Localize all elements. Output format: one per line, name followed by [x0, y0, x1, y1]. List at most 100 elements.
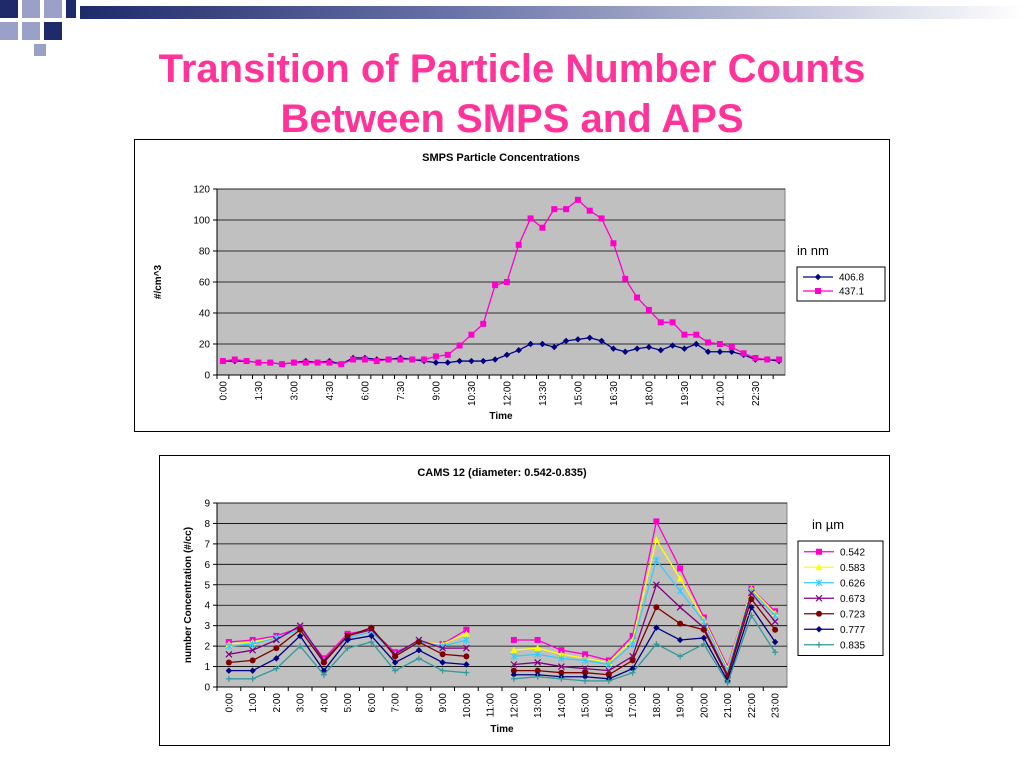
- chart-title: SMPS Particle Concentrations: [422, 152, 580, 164]
- unit-annotation: in nm: [797, 243, 829, 258]
- data-point: [629, 669, 636, 676]
- x-tick-label: 1:30: [254, 381, 265, 401]
- x-tick-label: 0:00: [218, 381, 229, 401]
- data-point: [255, 359, 262, 366]
- data-point: [652, 556, 660, 564]
- data-point: [676, 575, 684, 582]
- legend-marker: [815, 626, 823, 633]
- data-point: [338, 361, 345, 368]
- deco-square: [22, 0, 40, 18]
- x-tick-label: 8:00: [414, 693, 425, 713]
- x-tick-label: 19:00: [676, 693, 687, 718]
- y-axis-label: number Concentration (#/cc): [183, 527, 194, 663]
- data-point: [558, 675, 565, 682]
- data-point: [629, 657, 636, 664]
- y-tick-label: 1: [204, 662, 210, 673]
- data-point: [492, 282, 499, 289]
- data-point: [444, 351, 451, 358]
- data-point: [463, 669, 470, 676]
- slide-title: Transition of Particle Number Counts Bet…: [60, 44, 964, 144]
- data-point: [231, 356, 238, 363]
- slide-title-line2: Between SMPS and APS: [280, 97, 744, 141]
- data-point: [415, 655, 422, 662]
- data-point: [534, 644, 542, 652]
- legend-label: 0.583: [840, 563, 865, 574]
- unit-annotation: in µm: [812, 517, 844, 532]
- data-point: [681, 331, 688, 338]
- x-axis-label: Time: [489, 411, 513, 422]
- data-point: [480, 320, 487, 327]
- data-point: [243, 358, 250, 365]
- data-point: [728, 344, 735, 351]
- data-point: [747, 589, 755, 597]
- data-point: [653, 518, 660, 525]
- x-tick-label: 9:00: [438, 693, 449, 713]
- data-point: [558, 647, 565, 654]
- x-tick-label: 3:00: [289, 381, 300, 401]
- x-tick-label: 1:00: [248, 693, 259, 713]
- series-0.723: [225, 596, 779, 680]
- x-tick-label: 20:00: [699, 693, 710, 718]
- x-tick-label: 2:00: [272, 693, 283, 713]
- x-tick-label: 18:00: [652, 693, 663, 718]
- data-point: [344, 632, 351, 639]
- data-point: [539, 224, 546, 231]
- y-tick-label: 5: [204, 580, 210, 591]
- data-point: [716, 348, 724, 355]
- data-point: [645, 343, 653, 351]
- data-point: [629, 640, 637, 648]
- x-tick-label: 15:00: [573, 381, 584, 406]
- deco-square: [66, 0, 76, 18]
- x-tick-label: 14:00: [557, 693, 568, 718]
- data-point: [700, 641, 707, 648]
- data-point: [409, 356, 416, 363]
- data-point: [581, 673, 589, 680]
- x-tick-label: 12:00: [502, 381, 513, 406]
- data-point: [693, 331, 700, 338]
- data-point: [462, 644, 470, 652]
- data-point: [302, 359, 309, 366]
- data-point: [558, 669, 565, 676]
- deco-square: [44, 0, 62, 18]
- data-point: [527, 215, 534, 222]
- legend: [796, 266, 886, 302]
- data-point: [272, 636, 280, 644]
- data-point: [421, 356, 428, 363]
- x-tick-label: 10:00: [462, 693, 473, 718]
- data-point: [249, 646, 257, 654]
- data-point: [705, 339, 712, 346]
- data-point: [510, 661, 518, 668]
- data-point: [704, 348, 712, 355]
- legend-marker: [816, 610, 822, 617]
- data-point: [551, 206, 558, 213]
- legend-marker: [814, 273, 822, 281]
- legend-marker: [815, 563, 823, 571]
- data-point: [772, 626, 779, 633]
- data-point: [320, 671, 327, 678]
- smps-chart-panel: SMPS Particle Concentrations 0 20 40 60 80 100…: [134, 139, 890, 432]
- cams-chart-panel: CAMS 12 (diameter: 0.542-0.835) 0 1 2 3 4 5 6 7 8…: [159, 455, 890, 746]
- x-tick-label: 21:00: [715, 381, 726, 406]
- y-tick-label: 60: [199, 278, 211, 289]
- data-point: [724, 679, 731, 686]
- series-line: [513, 605, 776, 683]
- y-tick-label: 7: [204, 539, 210, 550]
- data-point: [676, 636, 684, 644]
- data-point: [622, 348, 629, 355]
- data-point: [748, 612, 755, 619]
- data-point: [432, 353, 439, 360]
- data-point: [510, 671, 518, 678]
- x-tick-label: 15:00: [581, 693, 592, 718]
- data-point: [605, 661, 613, 669]
- series-line: [513, 613, 776, 685]
- data-point: [361, 356, 368, 363]
- x-tick-label: 6:00: [360, 381, 371, 401]
- data-point: [563, 206, 570, 213]
- data-point: [391, 659, 399, 666]
- x-tick-label: 23:00: [771, 693, 782, 718]
- x-tick-label: 11:00: [486, 693, 497, 718]
- data-point: [653, 624, 660, 631]
- legend-label: 0.723: [840, 609, 865, 620]
- x-tick-label: 17:00: [628, 693, 639, 718]
- data-point: [598, 215, 605, 222]
